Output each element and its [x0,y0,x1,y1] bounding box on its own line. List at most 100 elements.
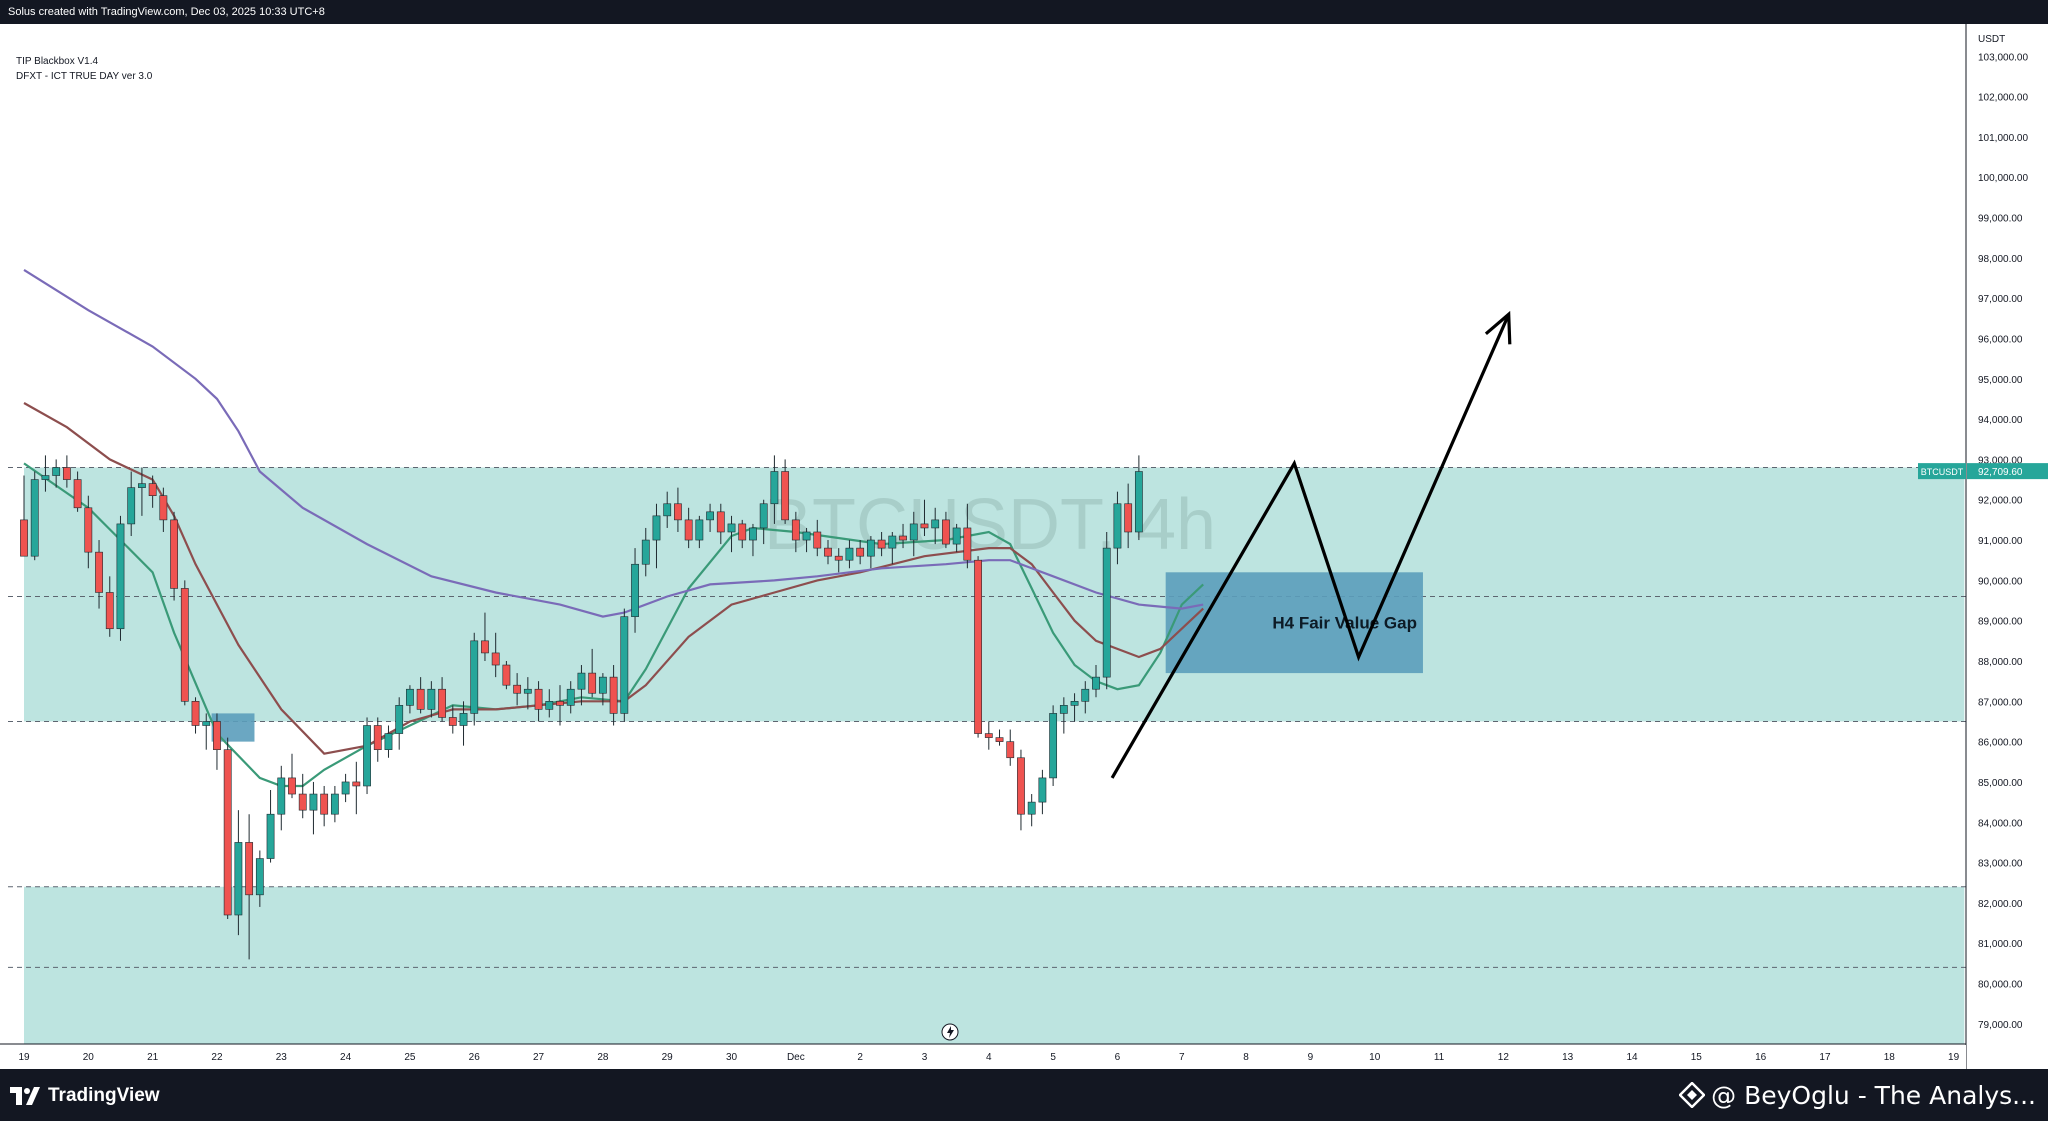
candle-body [320,793,329,815]
candle-body [577,672,586,690]
candle-body [395,705,404,734]
bullish-candle [116,515,125,641]
price-tick-label: 100,000.00 [1978,173,2028,184]
time-tick-label: 30 [726,1052,738,1063]
bearish-candle [245,814,254,960]
time-tick-label: 21 [147,1052,159,1063]
bullish-candle [1059,697,1068,734]
candles-layer [20,455,1143,960]
tradingview-logo-icon [10,1087,40,1105]
bullish-candle [1134,455,1143,541]
bearish-candle [1124,483,1133,549]
candle-body [706,511,714,521]
time-tick-label: 29 [662,1052,674,1063]
candle-body [523,688,532,694]
candle-body [30,479,39,557]
bullish-candle [845,540,854,569]
candle-body [105,592,114,630]
chart-canvas[interactable]: BTCUSDT, 4h H4 Fair Value Gap USDT79,000… [0,24,2048,1069]
candle-body [727,523,736,533]
bullish-candle [641,527,650,577]
bearish-candle [320,785,329,827]
price-tick-label: 91,000.00 [1978,536,2023,547]
time-tick-label: 15 [1691,1052,1703,1063]
bearish-candle [373,717,382,762]
author-credit[interactable]: @ BeyOglu - The Analys... [1679,1079,2036,1111]
candle-body [1134,471,1143,533]
candle-body [95,551,103,593]
candle-body [1027,801,1036,815]
bullish-candle [234,810,243,936]
price-tick-label: 92,000.00 [1978,496,2023,507]
indicator-name[interactable]: TIP Blackbox V1.4 [16,56,99,67]
candle-body [73,479,82,509]
candle-body [877,539,886,549]
author-name: @ BeyOglu - The Analys... [1711,1080,2036,1110]
price-tick-label: 80,000.00 [1978,980,2023,991]
bullish-candle [41,455,50,492]
bullish-candle [470,632,479,726]
bullish-candle [384,725,393,758]
bullish-candle [1027,794,1036,827]
candle-body [502,664,511,686]
bearish-candle [1006,729,1015,766]
price-tick-label: 89,000.00 [1978,617,2023,628]
bearish-candle [556,685,564,726]
candle-body [909,523,918,541]
indicator-legend[interactable]: TIP Blackbox V1.4 DFXT - ICT TRUE DAY ve… [16,54,152,84]
bullish-candle [1049,705,1058,786]
time-tick-label: 27 [533,1052,545,1063]
top-caption-bar: Solus created with TradingView.com, Dec … [0,0,2048,24]
candle-body [170,519,178,589]
bullish-candle [1038,769,1047,815]
bearish-candle [920,499,929,537]
candle-body [984,733,993,738]
time-axis-background [0,1045,1966,1069]
bearish-candle [84,495,93,569]
bearish-candle [534,681,543,722]
bearish-candle [791,511,800,553]
candle-body [309,793,318,811]
last-price-symbol: BTCUSDT [1921,467,1964,477]
time-tick-label: 9 [1308,1052,1314,1063]
price-tick-label: 88,000.00 [1978,657,2023,668]
time-tick-label: 23 [276,1052,288,1063]
bullish-candle [330,785,339,823]
price-chart[interactable]: BTCUSDT, 4h H4 Fair Value Gap USDT 79,000… [0,24,2048,1069]
candle-body [255,858,264,896]
tradingview-logo-text: TradingView [48,1085,160,1106]
candle-body [416,688,425,710]
bullish-candle [566,681,575,714]
candle-body [448,717,457,726]
candle-body [588,672,597,694]
time-tick-label: 22 [211,1052,223,1063]
candle-body [1017,757,1025,815]
candle-body [330,793,339,815]
price-axis-currency: USDT [1978,34,2005,45]
indicator-name[interactable]: DFXT - ICT TRUE DAY ver 3.0 [16,71,153,82]
candle-body [738,523,747,541]
bearish-candle [73,471,82,512]
candle-body [856,547,865,557]
price-tick-label: 98,000.00 [1978,254,2023,265]
bullish-candle [202,713,211,750]
bullish-candle [52,459,61,488]
candle-body [1070,701,1079,706]
bearish-candle [995,729,1004,746]
candle-body [127,487,136,525]
bearish-candle [716,503,725,545]
time-tick-label: Dec [787,1052,805,1063]
last-price-symbol-tag [1918,463,1966,480]
price-tick-label: 83,000.00 [1978,859,2023,870]
bearish-candle [963,503,972,569]
bearish-candle [438,677,446,722]
candle-body [888,535,897,549]
bullish-candle [652,503,661,569]
candle-body [223,749,232,916]
candle-body [813,531,822,549]
zones-layer [24,467,1965,1044]
candle-body [373,725,382,750]
time-tick-label: 3 [922,1052,928,1063]
candle-body [1081,688,1090,702]
tradingview-logo[interactable]: TradingView [10,1081,160,1111]
